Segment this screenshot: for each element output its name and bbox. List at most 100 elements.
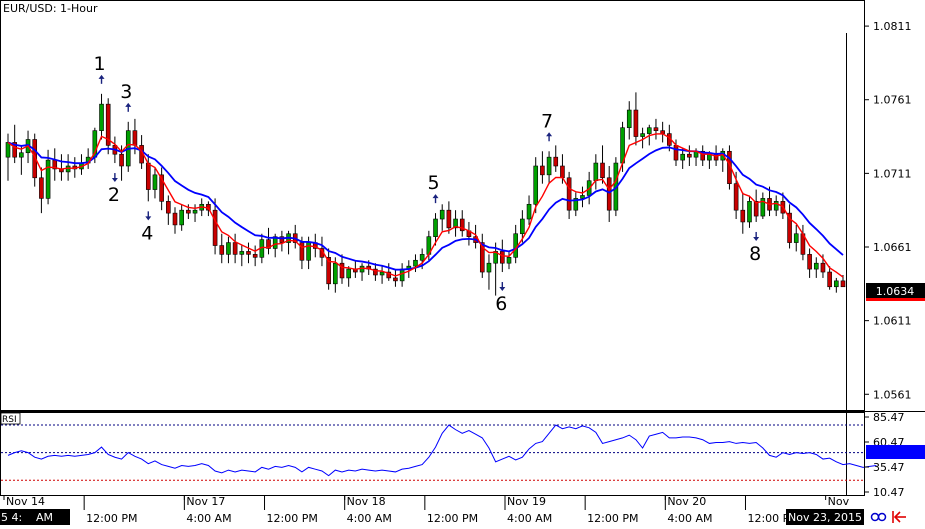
back-to-end-icon[interactable] [892,511,906,523]
annotation-marker: 1 [93,53,106,84]
candle-body [640,133,645,137]
candle-body [606,177,612,211]
candle-body [266,239,271,249]
candle-body [486,262,492,273]
candle [39,167,44,214]
price-panel-frame [0,0,865,411]
annotation-marker: 2 [108,173,120,206]
candle-body [105,103,111,146]
candle [212,198,218,255]
rsi-current-value: 52 [889,447,902,458]
candle [266,227,271,255]
candle [546,151,552,184]
arrow-up-head-icon [432,194,439,199]
candle-body [186,209,191,214]
time-tick-label: Nov 14 [6,495,45,508]
time-tick-label: 12:00 PM [587,512,638,525]
candle-body [526,203,532,220]
rsi-tick-label: 35.47 [873,461,905,474]
candle [753,189,759,222]
annotation-number: 2 [108,184,120,206]
time-right-tag-box [786,509,864,525]
annotation-marker: 6 [495,282,507,315]
candle-body [39,177,44,199]
candle [446,201,452,234]
candle [105,98,111,155]
candle [346,266,351,287]
ma-slow-line [7,141,844,271]
candle-body [252,254,258,258]
time-axis: Nov 14 12:00 PM Nov 17 4:00 AM 12:00 PM Nov 1… [3,495,850,525]
candle-body [560,165,565,179]
candle [32,133,38,187]
candle-body [226,242,231,255]
rsi-current-box [866,445,925,459]
candle [413,254,418,273]
candle [386,263,392,281]
candle [540,151,545,184]
annotation-number: 5 [427,172,439,194]
arrow-down-head-icon [499,287,506,292]
rsi-panel-frame [0,412,865,496]
candle-body [279,236,285,243]
candle [827,266,832,290]
time-tick-label: 4:00 AM [667,512,712,525]
rsi-tick-label: 10.47 [873,486,905,499]
candle [807,248,812,278]
candle-body [373,268,378,276]
candle-body [232,242,238,255]
candle-body [520,218,525,235]
candle [573,192,579,217]
candle-body [32,139,38,179]
candle-body [19,152,24,158]
candle [5,133,11,181]
candle-body [239,251,245,255]
candle-body [773,201,779,211]
candle [239,245,245,267]
time-left-tag-am: AM [36,511,53,524]
annotation-number: 4 [141,222,153,244]
candle-body [433,218,438,237]
annotation-marker: 7 [541,110,553,142]
candle-body [593,162,599,182]
candle [45,149,51,205]
current-price-label: 1.0634 [876,285,915,298]
candle [653,118,659,140]
time-tick-label: Nov 20 [667,495,706,508]
price-tick-label: 1.0661 [873,241,912,254]
candle [179,204,184,231]
annotations-layer: 1 2 3 4 5 6 7 8 [93,53,761,315]
candle [232,233,238,264]
candle [506,251,512,270]
candle-body [386,271,392,279]
candle-body [145,162,151,190]
link-icon[interactable] [870,512,887,522]
candle-body [820,262,826,273]
annotation-marker: 5 [427,172,440,204]
annotation-number: 3 [120,81,132,103]
current-price-box [866,283,925,298]
arrow-down-head-icon [145,216,152,221]
candle [626,101,632,140]
candle-body [399,268,405,282]
candle [219,233,225,264]
candle [813,257,819,278]
candle [19,145,24,175]
candle-body [840,280,846,288]
rsi-label-box [0,412,21,425]
candle-body [626,109,632,129]
annotation-marker: 8 [749,231,761,265]
candle-body [747,201,752,223]
candle-body [192,209,198,214]
time-tick-label: Nov 17 [186,495,225,508]
price-tick-label: 1.0711 [873,167,912,180]
arrow-down-head-icon [111,178,118,183]
time-tick-label: 12:00 PM [747,512,798,525]
candle-body [346,268,351,279]
candle-body [379,271,385,276]
candle [680,148,685,169]
candle [433,213,438,246]
candle [760,192,766,220]
current-price-red-strip [866,298,925,301]
candle-body [733,183,739,211]
